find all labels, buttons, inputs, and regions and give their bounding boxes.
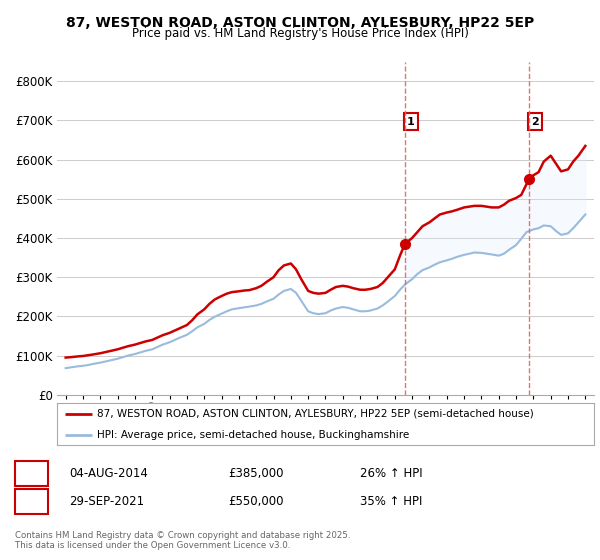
Text: 26% ↑ HPI: 26% ↑ HPI <box>360 466 422 480</box>
Text: 2: 2 <box>27 494 35 508</box>
Text: 87, WESTON ROAD, ASTON CLINTON, AYLESBURY, HP22 5EP: 87, WESTON ROAD, ASTON CLINTON, AYLESBUR… <box>66 16 534 30</box>
Text: 29-SEP-2021: 29-SEP-2021 <box>69 494 144 508</box>
Text: Price paid vs. HM Land Registry's House Price Index (HPI): Price paid vs. HM Land Registry's House … <box>131 27 469 40</box>
Text: 04-AUG-2014: 04-AUG-2014 <box>69 466 148 480</box>
Text: 2: 2 <box>531 116 539 127</box>
Text: 35% ↑ HPI: 35% ↑ HPI <box>360 494 422 508</box>
Text: 1: 1 <box>407 116 415 127</box>
Text: 87, WESTON ROAD, ASTON CLINTON, AYLESBURY, HP22 5EP (semi-detached house): 87, WESTON ROAD, ASTON CLINTON, AYLESBUR… <box>97 409 534 419</box>
Text: £550,000: £550,000 <box>228 494 284 508</box>
Text: Contains HM Land Registry data © Crown copyright and database right 2025.
This d: Contains HM Land Registry data © Crown c… <box>15 531 350 550</box>
Text: HPI: Average price, semi-detached house, Buckinghamshire: HPI: Average price, semi-detached house,… <box>97 430 410 440</box>
Text: 1: 1 <box>27 466 35 480</box>
Text: £385,000: £385,000 <box>228 466 284 480</box>
